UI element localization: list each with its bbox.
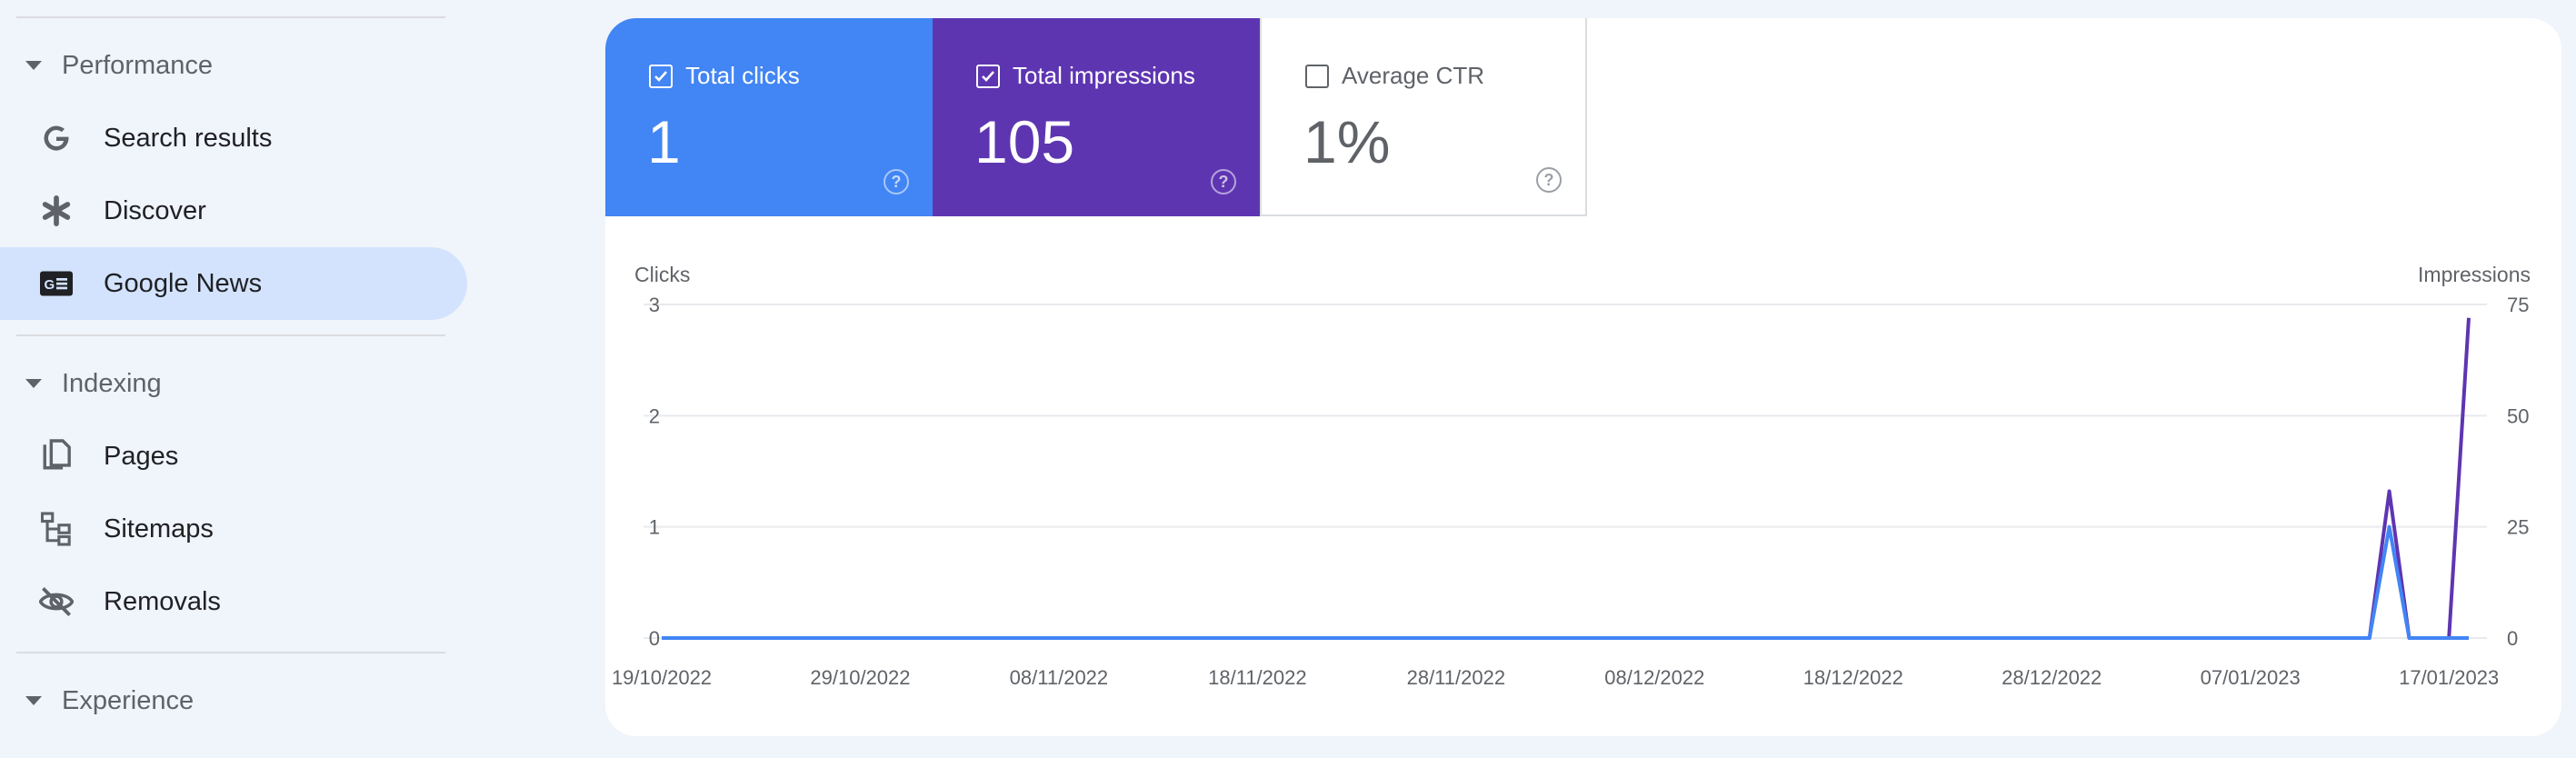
performance-chart: Clicks Impressions 0 0 1 25 2 50 3 75 19/10/202… [612,263,2531,689]
metric-header: Total clicks [649,62,800,90]
y-tick-left: 3 [649,294,660,316]
caret-down-icon [25,379,42,388]
metric-value: 105 [974,108,1075,175]
x-tick-label: 19/10/2022 [612,666,712,689]
x-tick-label: 28/11/2022 [1407,666,1505,689]
caret-down-icon [25,696,42,705]
x-tick-label: 07/01/2023 [2201,666,2301,689]
checkbox-checked-icon[interactable] [976,64,1000,88]
metric-header: Total impressions [976,62,1195,90]
help-icon[interactable]: ? [1536,167,1562,193]
svg-text:G: G [45,277,55,293]
section-label: Performance [62,50,214,80]
y-axis-right-title: Impressions [2418,263,2531,286]
help-icon[interactable]: ? [884,169,909,194]
x-tick-label: 08/12/2022 [1604,666,1704,689]
sidebar: Performance Search results Discover G Go… [0,0,473,758]
metric-label: Total clicks [685,62,800,89]
y-axis-left-title: Clicks [634,263,690,286]
sidebar-item-label: Discover [104,195,206,225]
y-tick-left: 2 [649,404,660,427]
google-g-icon [38,120,75,156]
asterisk-icon [38,193,75,229]
y-tick-right: 75 [2507,294,2529,316]
series-lines [662,317,2471,640]
metric-total-impressions[interactable]: Total impressions 105 ? [933,18,1260,216]
section-performance[interactable]: Performance [22,43,213,88]
y-tick-left: 0 [649,627,660,650]
help-icon[interactable]: ? [1211,169,1236,194]
metric-value: 1% [1303,108,1391,175]
metric-label: Average CTR [1342,62,1485,89]
y-ticks: 0 0 1 25 2 50 3 75 [649,294,2530,650]
section-label: Experience [62,685,195,715]
x-tick-label: 29/10/2022 [810,666,910,689]
divider [16,652,445,653]
sitemap-icon [38,511,75,547]
section-label: Indexing [62,368,162,398]
sidebar-item-removals[interactable]: Removals [0,565,467,638]
sidebar-item-label: Removals [104,586,221,616]
metric-label: Total impressions [1013,62,1195,89]
sidebar-item-label: Sitemaps [104,514,214,544]
x-tick-label: 18/11/2022 [1208,666,1306,689]
checkbox-unchecked-icon[interactable] [1305,64,1329,88]
metric-value: 1 [647,108,681,175]
x-tick-label: 28/12/2022 [2002,666,2102,689]
sidebar-item-pages[interactable]: Pages [0,420,467,493]
news-icon: G [38,265,75,302]
x-tick-label: 17/01/2023 [2399,666,2499,689]
section-experience[interactable]: Experience [22,678,194,723]
eye-off-icon [38,583,75,620]
divider [16,16,445,18]
x-tick-label: 18/12/2022 [1803,666,1903,689]
sidebar-item-label: Search results [104,123,273,153]
y-tick-right: 25 [2507,516,2529,539]
performance-card: Total clicks 1 ? Total impressions 105 ?… [605,18,2561,736]
metric-header: Average CTR [1305,62,1484,90]
divider [16,334,445,336]
sidebar-item-google-news[interactable]: G Google News [0,247,467,320]
sidebar-item-discover[interactable]: Discover [0,175,467,247]
section-indexing[interactable]: Indexing [22,361,162,406]
x-tick-label: 08/11/2022 [1010,666,1108,689]
y-tick-left: 1 [649,516,660,539]
series-line [662,524,2469,640]
x-ticks: 19/10/2022 29/10/2022 08/11/2022 18/11/2022… [612,666,2499,689]
sidebar-item-sitemaps[interactable]: Sitemaps [0,493,467,565]
caret-down-icon [25,61,42,70]
y-tick-right: 50 [2507,404,2529,427]
sidebar-item-search-results[interactable]: Search results [0,102,467,175]
metric-total-clicks[interactable]: Total clicks 1 ? [605,18,933,216]
series-line [662,317,2471,640]
gridlines [644,304,2487,639]
pages-icon [38,438,75,474]
checkbox-checked-icon[interactable] [649,64,673,88]
sidebar-item-label: Pages [104,441,179,471]
sidebar-item-label: Google News [104,268,263,298]
y-tick-right: 0 [2507,627,2518,650]
metric-average-ctr[interactable]: Average CTR 1% ? [1260,18,1587,216]
